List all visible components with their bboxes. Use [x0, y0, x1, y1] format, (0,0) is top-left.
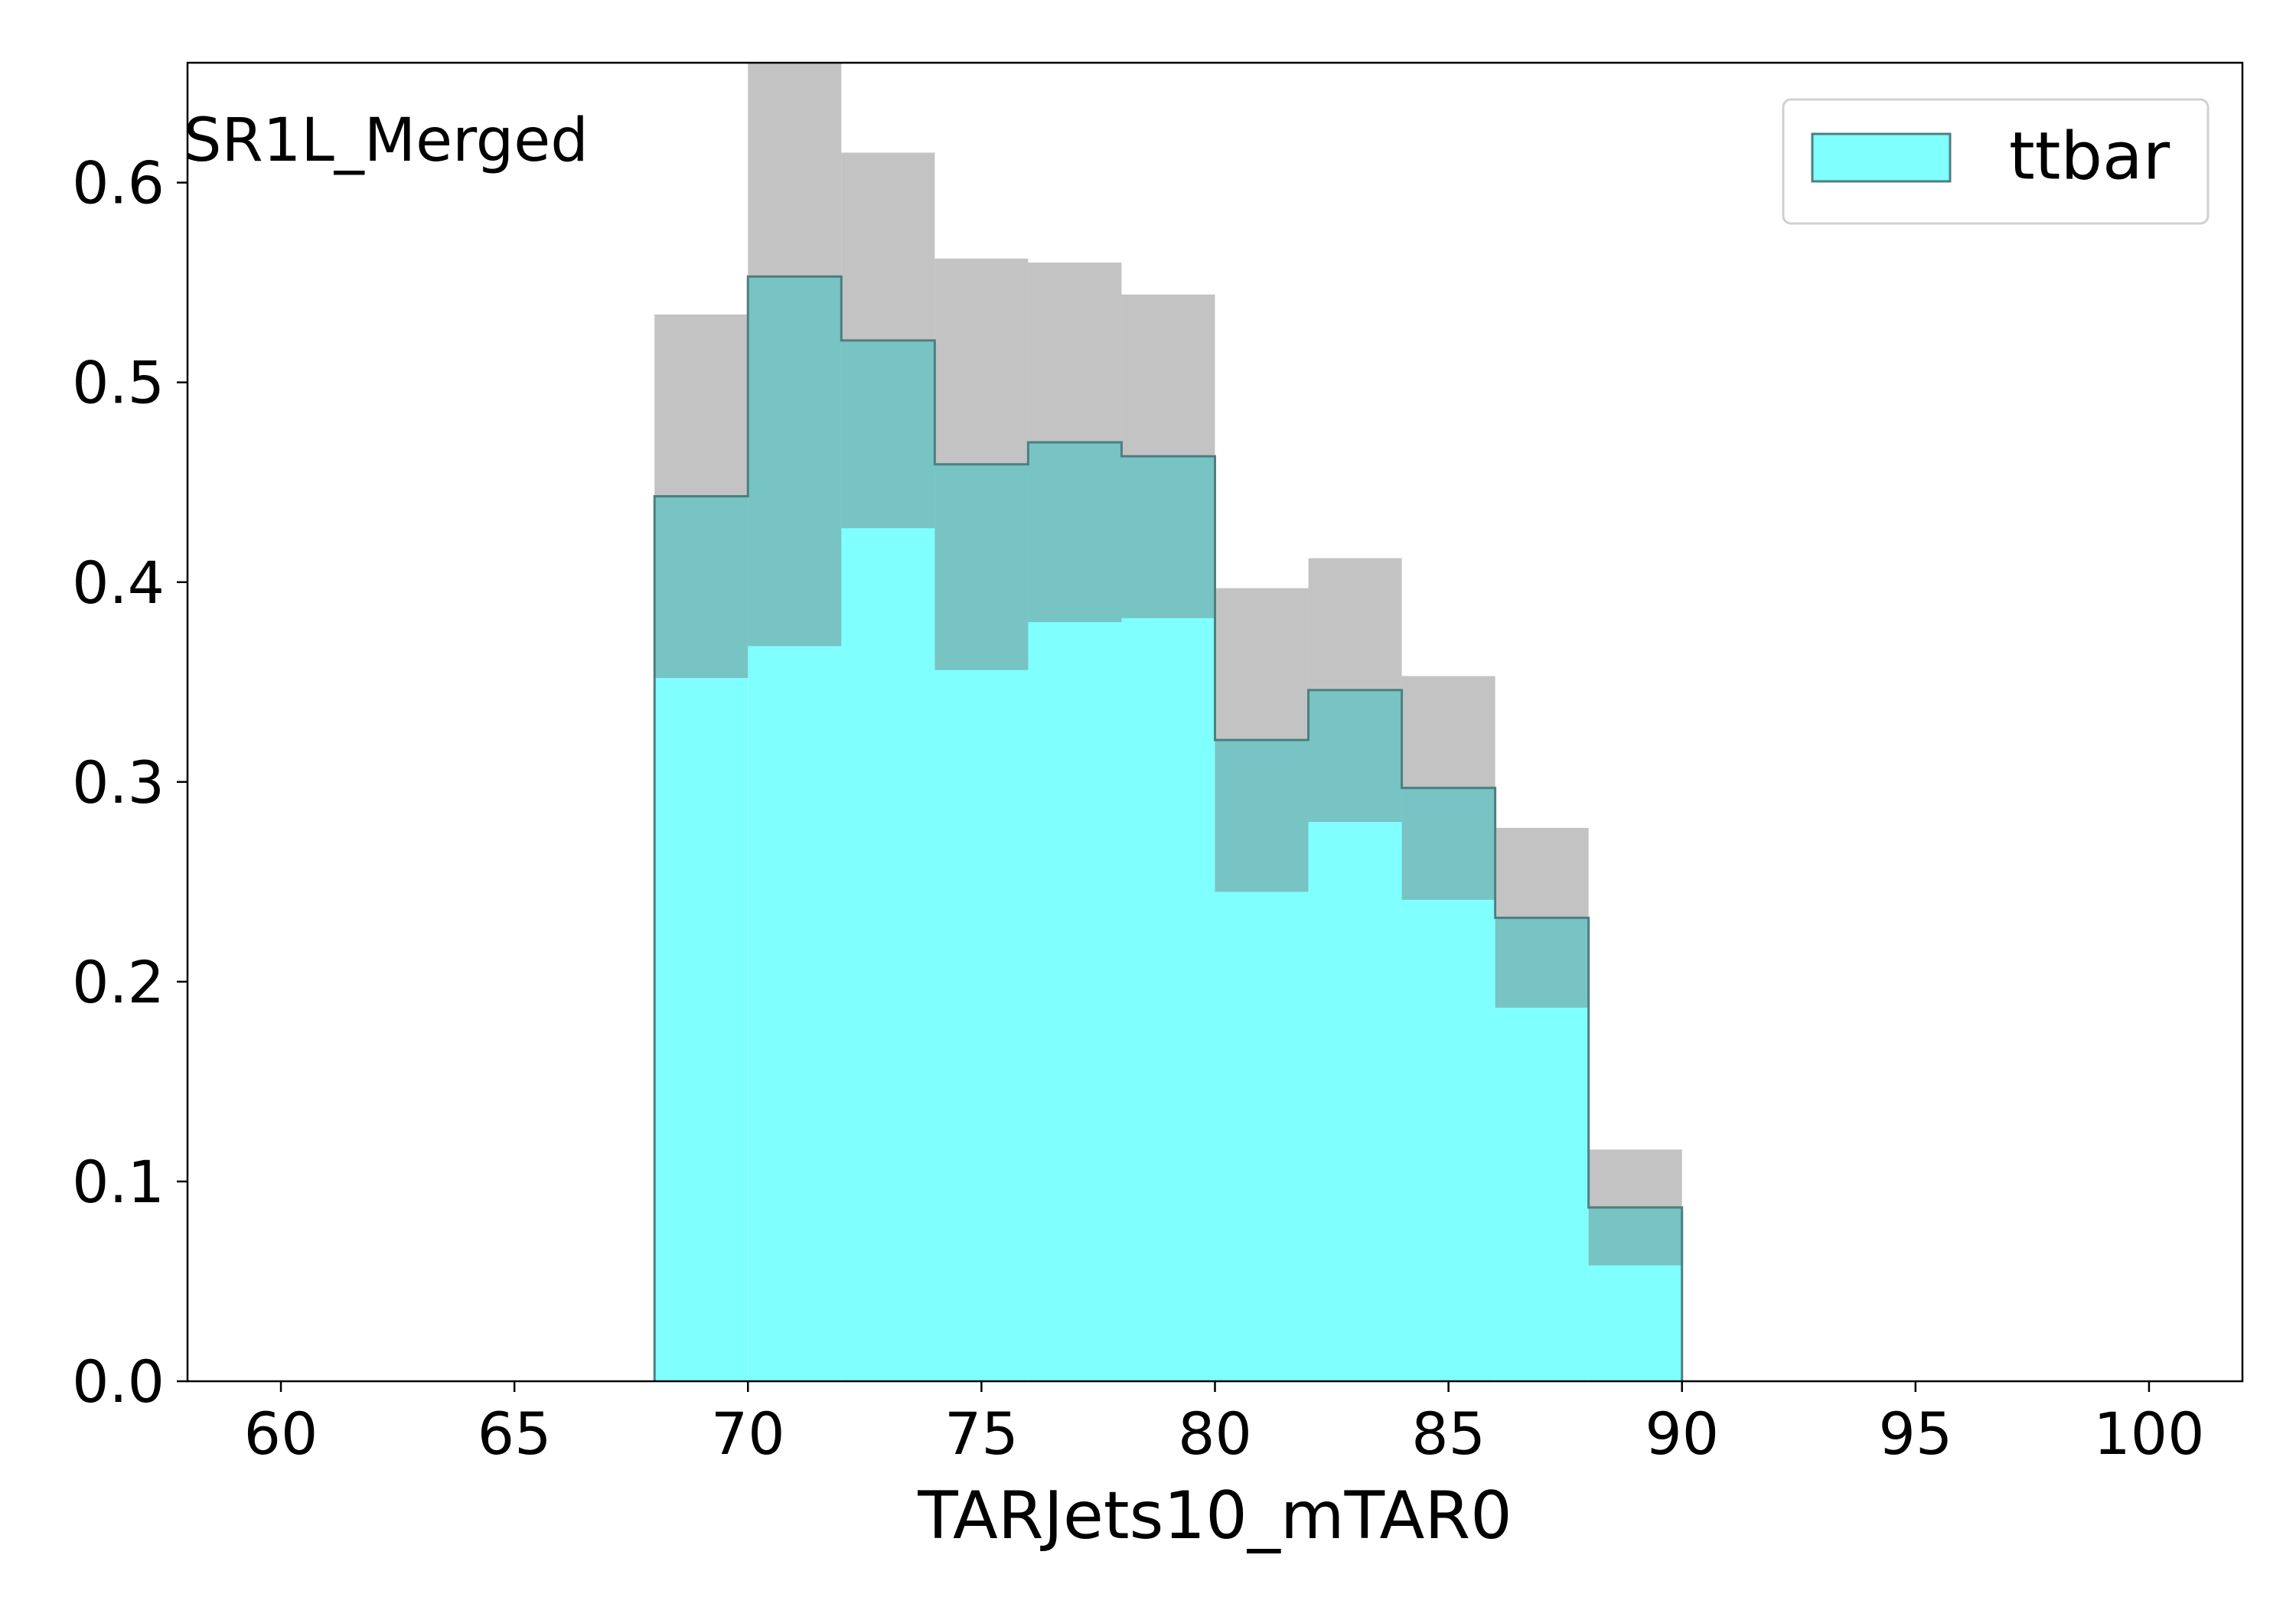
uncertainty-band-upper	[1588, 1149, 1682, 1208]
y-tick-label: 0.0	[72, 1348, 165, 1416]
y-tick-label: 0.1	[72, 1148, 165, 1216]
uncertainty-band-lower	[1308, 689, 1402, 823]
x-axis-title: TARJets10_mTAR0	[917, 1478, 1512, 1554]
uncertainty-band-lower	[1588, 1207, 1682, 1266]
axes: 60 65 70 75 80 85 90 95 100 0.0 0.1 0.2 0.3 0.4 0.5 0.6	[72, 149, 2204, 1468]
x-tick-label: 85	[1411, 1400, 1486, 1468]
uncertainty-band-upper	[1028, 262, 1122, 443]
uncertainty-band-lower	[841, 340, 935, 529]
legend-label-ttbar: ttbar	[2009, 118, 2170, 194]
uncertainty-band-upper	[1215, 588, 1309, 740]
legend-swatch-ttbar	[1811, 132, 1952, 183]
y-tick-label: 0.3	[72, 748, 165, 817]
y-tick-label: 0.2	[72, 948, 165, 1016]
legend-box	[1782, 98, 2210, 225]
x-tick-label: 70	[711, 1400, 785, 1468]
uncertainty-band-lower	[934, 464, 1029, 670]
uncertainty-band-upper	[1401, 676, 1495, 788]
uncertainty-band-lower	[1401, 787, 1495, 900]
uncertainty-band-lower	[1121, 456, 1215, 618]
uncertainty-band-lower	[748, 276, 842, 647]
uncertainty-band-upper	[841, 152, 935, 341]
uncertainty-band-lower	[1215, 739, 1309, 892]
uncertainty-band-lower	[654, 496, 748, 679]
y-tick-label: 0.5	[72, 349, 165, 417]
uncertainty-band-upper	[748, 63, 842, 277]
uncertainty-band-lower	[1495, 918, 1589, 1008]
y-tick-label: 0.4	[72, 549, 165, 617]
x-tick-label: 95	[1878, 1400, 1952, 1468]
y-tick-label: 0.6	[72, 149, 165, 217]
x-tick-label: 65	[478, 1400, 552, 1468]
x-tick-label: 100	[2093, 1400, 2204, 1468]
x-tick-label: 90	[1645, 1400, 1719, 1468]
histogram-outline	[653, 275, 1684, 1381]
x-tick-label: 75	[944, 1400, 1019, 1468]
uncertainty-band-upper	[934, 258, 1029, 464]
region-label: SR1L_Merged	[184, 106, 589, 175]
uncertainty-band-upper	[1121, 294, 1215, 457]
x-tick-label: 80	[1178, 1400, 1252, 1468]
uncertainty-band-upper	[1495, 827, 1589, 918]
plot-area	[653, 63, 1684, 1382]
uncertainty-band-upper	[1308, 558, 1402, 690]
x-tick-label: 60	[244, 1400, 318, 1468]
uncertainty-band-upper	[654, 314, 748, 497]
uncertainty-band-lower	[1028, 442, 1122, 622]
legend: ttbar	[1782, 98, 2210, 225]
